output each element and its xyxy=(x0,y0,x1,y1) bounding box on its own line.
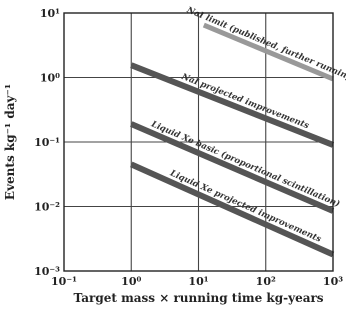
y-tick-label: 10¹ xyxy=(40,7,60,20)
y-tick-label: 10⁻³ xyxy=(34,265,60,278)
x-tick-labels: 10⁻¹ 10⁰ 10¹ 10² 10³ xyxy=(51,275,343,288)
x-axis-title: Target mass × running time kg-years xyxy=(73,291,323,305)
series-layer xyxy=(130,22,335,258)
y-tick-label: 10⁰ xyxy=(40,72,60,85)
plot-frame xyxy=(63,12,334,272)
y-tick-label: 10⁻¹ xyxy=(34,136,60,149)
x-tick-label: 10⁻¹ xyxy=(51,275,77,288)
y-tick-label: 10⁻² xyxy=(34,201,60,214)
x-tick-label: 10³ xyxy=(323,275,343,288)
x-tick-label: 10¹ xyxy=(188,275,208,288)
grid xyxy=(64,13,333,271)
y-axis-title: Events kg⁻¹ day⁻¹ xyxy=(3,84,17,200)
series-band xyxy=(202,22,334,82)
series-band xyxy=(130,121,335,214)
series-band xyxy=(130,161,335,258)
x-tick-label: 10⁰ xyxy=(121,275,141,288)
x-tick-label: 10² xyxy=(256,275,276,288)
series-band xyxy=(130,62,335,148)
y-tick-labels: 10⁻³ 10⁻² 10⁻¹ 10⁰ 10¹ xyxy=(34,7,60,278)
